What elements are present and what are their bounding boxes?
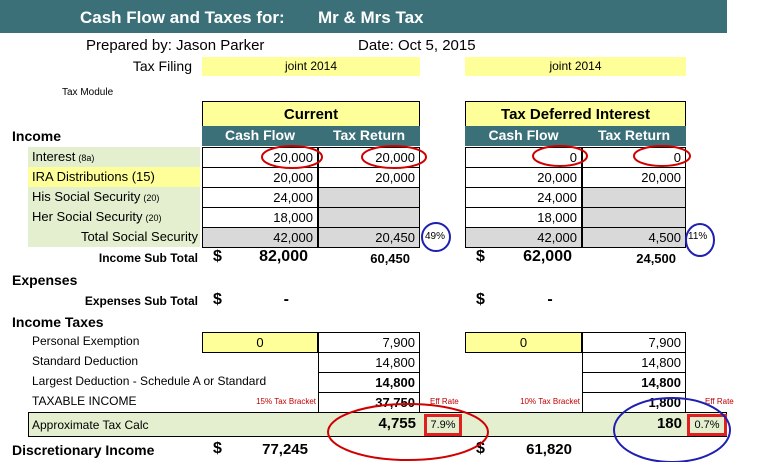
value-cell: 24,000 <box>465 187 582 208</box>
value-cell: 14,800 <box>582 372 686 393</box>
row-label-text: IRA Distributions (15) <box>32 169 155 184</box>
value-cell: 7,900 <box>318 332 420 353</box>
currency: $ <box>476 291 485 308</box>
value-cell: 180 <box>656 415 682 432</box>
filing-value: joint 2014 <box>465 57 686 76</box>
value-cell: 20,000 <box>318 147 420 168</box>
empty-cell <box>318 207 420 228</box>
section-income: Income <box>12 128 62 144</box>
title-bar <box>0 0 727 33</box>
value-cell: 42,000 <box>465 227 582 248</box>
subtotal-value: - <box>283 291 289 308</box>
value-cell: 0 <box>465 147 582 168</box>
value-cell: 37,750 <box>318 392 420 413</box>
empty-cell <box>582 207 686 228</box>
prepared-by: Prepared by: Jason Parker <box>86 37 265 54</box>
eff-rate-label: Eff Rate <box>430 397 459 406</box>
row-label-text: Total Social Security <box>80 229 198 244</box>
percent: 49% <box>425 231 446 242</box>
row-label-text: Interest <box>32 149 76 164</box>
subtotal-value: 62,000 <box>523 248 572 265</box>
value-cell: 42,000 <box>202 227 318 248</box>
value-cell: 0 <box>202 332 318 353</box>
filing-label: Tax Filing <box>132 58 192 74</box>
empty-cell <box>582 187 686 208</box>
eff-rate-label: Eff Rate <box>705 397 734 406</box>
client: Mr & Mrs Tax <box>318 8 424 27</box>
value-cell: 20,000 <box>318 167 420 188</box>
currency: $ <box>476 248 485 265</box>
value-cell: 24,000 <box>202 187 318 208</box>
row-label: Largest Deduction - Schedule A or Standa… <box>32 374 267 388</box>
row-label: His Social Security (20) <box>28 187 200 207</box>
row-label-text: His Social Security <box>32 189 141 204</box>
title: Cash Flow and Taxes for: <box>80 8 285 27</box>
column-header: Tax Return <box>318 126 420 146</box>
row-label: Discretionary Income <box>12 442 155 458</box>
column-header: Tax Return <box>582 126 686 146</box>
value-cell: 20,000 <box>202 167 318 188</box>
filing-value: joint 2014 <box>202 57 420 76</box>
row-note: (20) <box>143 193 160 203</box>
row-note: (20) <box>145 213 162 223</box>
value-cell: 18,000 <box>465 207 582 228</box>
value-cell: 0 <box>582 147 686 168</box>
discretionary-value: 61,820 <box>526 441 572 458</box>
column-header: Cash Flow <box>202 126 318 146</box>
value-cell: 1,800 <box>582 392 686 413</box>
value-cell: 0 <box>465 332 582 353</box>
row-note: (8a) <box>78 153 95 163</box>
value-cell: 18,000 <box>202 207 318 228</box>
column-header: Cash Flow <box>465 126 582 146</box>
value-cell: 14,800 <box>318 372 420 393</box>
module-label: Tax Module <box>62 87 114 98</box>
eff-rate: 0.7% <box>687 414 727 436</box>
subtotal-value: - <box>547 291 553 308</box>
row-label: Personal Exemption <box>32 334 140 348</box>
row-label-text: Her Social Security <box>32 209 143 224</box>
row-label: TAXABLE INCOME <box>32 394 137 408</box>
scenario-title: Current <box>202 101 420 127</box>
row-label: Her Social Security (20) <box>28 207 200 227</box>
section-expenses: Expenses <box>12 272 78 288</box>
discretionary-value: 77,245 <box>262 441 308 458</box>
percent: 11% <box>688 231 708 242</box>
currency: $ <box>213 440 222 457</box>
currency: $ <box>213 248 222 265</box>
value-cell: 20,000 <box>202 147 318 168</box>
eff-rate: 7.9% <box>424 414 462 436</box>
row-label: IRA Distributions (15) <box>28 167 200 187</box>
tax-bracket: 15% Tax Bracket <box>256 397 316 406</box>
section-income-taxes: Income Taxes <box>12 314 104 330</box>
row-label: Interest (8a) <box>28 147 200 167</box>
subtotal-label: Expenses Sub Total <box>84 294 198 308</box>
subtotal-value: 24,500 <box>636 251 676 266</box>
row-label: Approximate Tax Calc <box>32 418 149 432</box>
row-label: Total Social Security <box>28 227 200 247</box>
value-cell: 14,800 <box>582 352 686 373</box>
subtotal-label: Income Sub Total <box>98 251 198 265</box>
value-cell: 4,755 <box>378 415 416 432</box>
date: Date: Oct 5, 2015 <box>358 37 476 54</box>
value-cell: 20,450 <box>318 227 420 248</box>
currency: $ <box>213 291 222 308</box>
subtotal-value: 60,450 <box>370 251 410 266</box>
value-cell: 14,800 <box>318 352 420 373</box>
subtotal-value: 82,000 <box>259 248 308 265</box>
empty-cell <box>318 187 420 208</box>
value-cell: 7,900 <box>582 332 686 353</box>
value-cell: 20,000 <box>582 167 686 188</box>
value-cell: 4,500 <box>582 227 686 248</box>
scenario-title: Tax Deferred Interest <box>465 101 686 127</box>
value-cell: 20,000 <box>465 167 582 188</box>
row-label: Standard Deduction <box>32 354 139 368</box>
tax-bracket: 10% Tax Bracket <box>520 397 580 406</box>
